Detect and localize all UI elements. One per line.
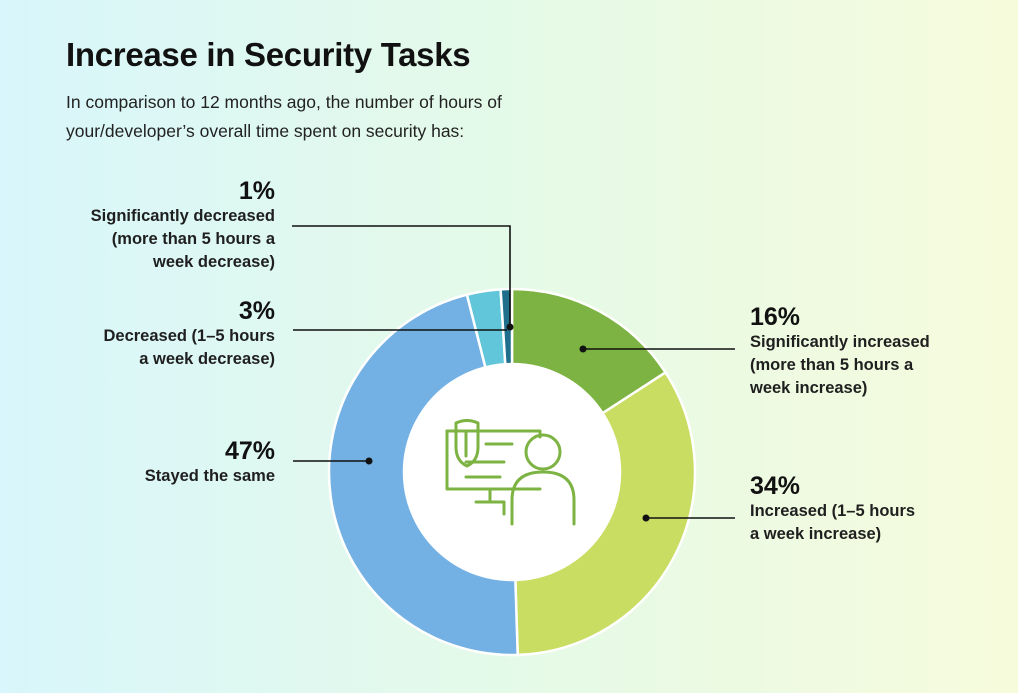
callout-label: Increased (1–5 hours a week increase) [750,502,916,543]
callout-label: Decreased (1–5 hours a week decrease) [103,327,275,368]
callout-percent: 34% [750,472,801,500]
chart-title: Increase in Security Tasks [66,36,471,73]
donut-center [404,364,620,580]
callout-decreased: 3% Decreased (1–5 hours a week decrease) [103,298,275,371]
bottom-edge [0,693,1024,697]
leader-lines [292,225,735,519]
callout-percent: 16% [750,303,801,331]
callout-sig-increased: 16% Significantly increased (more than 5… [750,304,930,400]
leader-dots [365,323,650,522]
chart-subtitle: In comparison to 12 months ago, the numb… [66,92,502,141]
right-edge [1018,0,1024,697]
security-developer-icon [445,419,576,526]
callout-sig-decreased: 1% Significantly decreased (more than 5 … [91,178,275,274]
callout-percent: 47% [224,437,275,465]
callout-stayed-same: 47% Stayed the same [145,438,275,488]
callout-label: Significantly increased (more than 5 hou… [750,333,930,397]
callout-label: Stayed the same [144,467,275,485]
callout-percent: 1% [238,177,275,205]
callout-percent: 3% [238,297,275,325]
callout-label: Significantly decreased (more than 5 hou… [90,207,275,271]
callout-increased: 34% Increased (1–5 hours a week increase… [750,473,915,546]
